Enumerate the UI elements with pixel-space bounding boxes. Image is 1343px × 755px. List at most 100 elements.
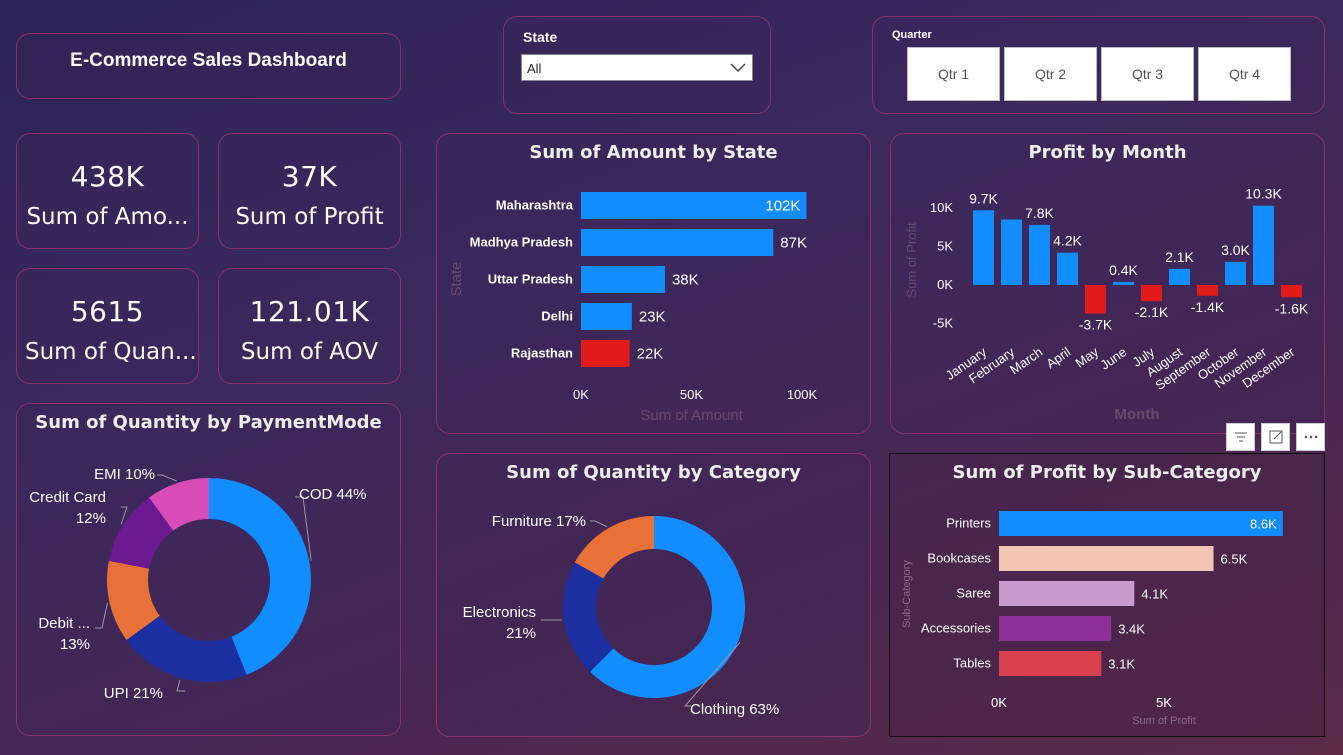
kpi-value: 37K (281, 160, 338, 193)
quarter-button-q3[interactable]: Qtr 3 (1101, 47, 1194, 101)
kpi-card-quantity[interactable]: 5615 Sum of Quan... (16, 268, 199, 384)
slice-label: Furniture 17% (492, 513, 586, 530)
data-label: 102K (765, 198, 800, 215)
bar (1141, 285, 1162, 302)
y-tick-label: 5K (937, 239, 953, 254)
leader-line (120, 506, 128, 525)
data-label: 87K (780, 235, 807, 252)
profit-by-month-visual[interactable]: Profit by Month 10K 5K 0K -5K 9.7K January Feb… (890, 133, 1325, 434)
slice-label-value: 21% (506, 625, 536, 642)
quantity-by-paymentmode-visual[interactable]: Sum of Quantity by PaymentMode COD 44% UP… (16, 403, 401, 736)
slice-label-value: 12% (76, 510, 106, 527)
leader-line (95, 602, 108, 629)
donut-slice (563, 562, 614, 672)
chevron-down-icon (730, 63, 746, 73)
leader-line (157, 474, 178, 482)
quarter-slicer-label: Quarter (892, 29, 932, 41)
bar (1057, 252, 1078, 285)
bar (999, 511, 1283, 536)
state-dropdown-value: All (527, 61, 542, 76)
profit-by-month-chart: 10K5K0K-5K9.7KJanuaryFebruary7.8KMarch4.… (904, 186, 1309, 423)
data-label: -1.6K (1275, 300, 1309, 316)
data-label: -2.1K (1135, 304, 1169, 320)
data-label: 8.6K (1250, 517, 1277, 532)
quantity-by-category-visual[interactable]: Sum of Quantity by Category Clothing 63%… (436, 453, 871, 737)
bar (1253, 205, 1274, 285)
visual-title: Sum of Profit by Sub-Category (952, 462, 1262, 483)
amount-by-state-visual[interactable]: Sum of Amount by State Maharashtra 102K Ma… (436, 133, 871, 434)
category-label: Bookcases (927, 551, 991, 566)
visual-title: Profit by Month (1028, 142, 1187, 163)
category-label: Rajasthan (511, 346, 573, 361)
y-axis-title: Sub-Category (901, 560, 913, 628)
x-axis-title: Sum of Profit (1132, 715, 1196, 727)
data-label: 2.1K (1165, 249, 1194, 265)
data-label: -1.4K (1191, 299, 1225, 315)
profit-by-subcategory-visual[interactable]: Sum of Profit by Sub-Category Printers 8.… (889, 453, 1325, 737)
y-tick-label: 0K (937, 277, 953, 292)
x-tick-label: 0K (991, 695, 1007, 710)
x-tick-label: 5K (1156, 695, 1172, 710)
y-tick-label: 10K (930, 200, 953, 215)
focus-mode-icon[interactable] (1261, 423, 1290, 451)
filter-icon[interactable] (1226, 423, 1255, 451)
dashboard-title-card: E-Commerce Sales Dashboard (16, 33, 401, 99)
state-slicer-label: State (523, 29, 558, 45)
donut-slice (209, 478, 312, 675)
visual-title: Sum of Amount by State (529, 142, 778, 163)
quarter-button-q4[interactable]: Qtr 4 (1198, 47, 1291, 101)
more-options-icon[interactable] (1296, 423, 1325, 451)
data-label: 0.4K (1109, 262, 1138, 278)
bar (1085, 285, 1106, 314)
kpi-value: 5615 (70, 295, 145, 328)
y-tick-label: -5K (933, 316, 954, 331)
quarter-button-q1[interactable]: Qtr 1 (907, 47, 1000, 101)
bar (1113, 281, 1134, 285)
slice-label: Credit Card (29, 489, 106, 506)
data-label: 3.1K (1108, 657, 1135, 672)
x-axis-title: Month (1115, 406, 1160, 423)
data-label: 3.4K (1118, 622, 1145, 637)
dashboard-title: E-Commerce Sales Dashboard (70, 50, 347, 71)
donut-slice (574, 516, 654, 579)
leader-line (590, 520, 608, 528)
data-label: 22K (637, 346, 664, 363)
kpi-card-aov[interactable]: 121.01K Sum of AOV (218, 268, 401, 384)
category-label: Madhya Pradesh (470, 235, 573, 250)
category-label: Delhi (541, 309, 573, 324)
x-tick-label: 100K (787, 387, 818, 402)
x-tick-label: 50K (680, 387, 703, 402)
data-label: 3.0K (1221, 242, 1250, 258)
bar (1225, 261, 1246, 285)
leader-line (683, 641, 741, 707)
data-label: 9.7K (969, 190, 998, 206)
x-tick-label: March (1007, 344, 1045, 377)
kpi-card-profit[interactable]: 37K Sum of Profit (218, 133, 401, 249)
state-dropdown[interactable]: All (521, 54, 753, 81)
bar (581, 229, 774, 256)
donut-slice (107, 560, 160, 640)
bar (973, 210, 994, 285)
category-label: Maharashtra (496, 198, 574, 213)
bar (999, 546, 1214, 571)
category-label: Printers (946, 516, 991, 531)
slice-label: Clothing 63% (690, 701, 779, 718)
slice-label-value: 13% (60, 636, 90, 653)
bar (581, 192, 807, 219)
data-label: 6.5K (1221, 552, 1248, 567)
amount-by-state-chart: Maharashtra 102K Madhya Pradesh 87K Uttar Pr… (448, 192, 818, 424)
bar (581, 303, 632, 330)
slice-label: EMI 10% (94, 466, 155, 483)
kpi-label: Sum of Amo... (26, 204, 189, 230)
category-label: Uttar Pradesh (488, 272, 573, 287)
visual-title: Sum of Quantity by Category (506, 462, 801, 483)
kpi-card-amount[interactable]: 438K Sum of Amo... (16, 133, 199, 249)
bar (999, 651, 1102, 676)
quarter-button-q2[interactable]: Qtr 2 (1004, 47, 1097, 101)
category-label: Accessories (921, 621, 992, 636)
donut-slice (149, 478, 209, 531)
paymentmode-donut-chart: COD 44% UPI 21% Debit ... 13% Credit Card 12%… (29, 466, 366, 702)
visual-title: Sum of Quantity by PaymentMode (35, 412, 382, 433)
donut-slice (126, 615, 247, 682)
data-label: 4.1K (1141, 587, 1168, 602)
